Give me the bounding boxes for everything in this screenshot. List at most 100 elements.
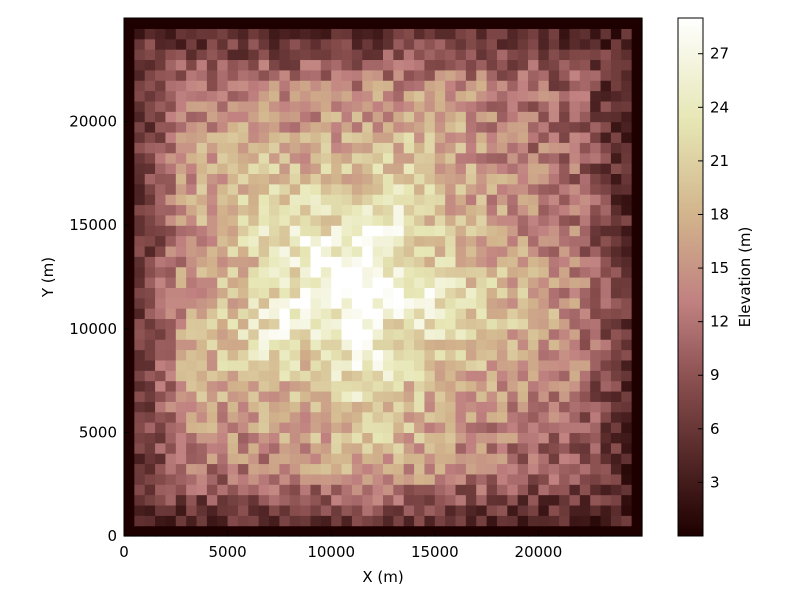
heatmap-cell <box>569 287 581 299</box>
heatmap-cell <box>496 121 508 133</box>
heatmap-cell <box>237 277 249 288</box>
heatmap-cell <box>424 183 436 195</box>
heatmap-cell <box>269 453 280 465</box>
heatmap-cell <box>569 28 581 40</box>
heatmap-cell <box>155 163 167 174</box>
heatmap-cell <box>144 349 156 361</box>
heatmap-cell <box>496 277 508 288</box>
heatmap-cell <box>175 173 187 185</box>
heatmap-cell <box>320 422 332 433</box>
heatmap-cell <box>134 504 146 516</box>
heatmap-cell <box>476 256 488 268</box>
heatmap-cell <box>124 256 135 268</box>
heatmap-cell <box>507 473 519 485</box>
heatmap-cell <box>496 339 508 351</box>
heatmap-cell <box>393 28 405 40</box>
heatmap-cell <box>269 297 280 309</box>
heatmap-cell <box>279 225 291 237</box>
heatmap-cell <box>155 463 167 475</box>
heatmap-cell <box>362 432 374 444</box>
heatmap-cell <box>465 484 477 496</box>
heatmap-cell <box>393 49 405 61</box>
heatmap-cell <box>269 152 280 164</box>
heatmap-cell <box>383 256 394 268</box>
heatmap-cell <box>196 183 208 195</box>
heatmap-cell <box>144 49 156 61</box>
colorbar-label: Elevation (m) <box>736 227 754 328</box>
heatmap-cell <box>186 359 198 371</box>
heatmap-cell <box>362 308 374 320</box>
heatmap-cell <box>175 411 187 423</box>
heatmap-cell <box>559 111 571 123</box>
heatmap-cell <box>590 69 602 81</box>
heatmap-cell <box>600 69 612 81</box>
heatmap-cell <box>610 256 622 268</box>
heatmap-cell <box>538 308 550 320</box>
heatmap-cell <box>393 525 405 537</box>
heatmap-cell <box>517 49 529 61</box>
heatmap-cell <box>455 38 467 50</box>
heatmap-cell <box>393 142 405 154</box>
heatmap-cell <box>383 390 394 402</box>
heatmap-cell <box>569 121 581 133</box>
heatmap-cell <box>351 121 363 133</box>
heatmap-cell <box>476 28 488 40</box>
heatmap-cell <box>341 38 353 50</box>
heatmap-cell <box>175 225 187 237</box>
heatmap-cell <box>496 235 508 247</box>
heatmap-cell <box>362 28 374 40</box>
heatmap-cell <box>496 80 508 92</box>
heatmap-cell <box>351 256 363 268</box>
heatmap-cell <box>600 401 612 413</box>
heatmap-cell <box>237 401 249 413</box>
heatmap-cell <box>165 245 177 257</box>
heatmap-cell <box>320 442 332 454</box>
heatmap-cell <box>196 173 208 185</box>
heatmap-cell <box>424 245 436 257</box>
heatmap-cell <box>186 69 198 81</box>
heatmap-cell <box>393 484 405 496</box>
heatmap-cell <box>600 38 612 50</box>
heatmap-cell <box>155 277 167 288</box>
heatmap-cell <box>320 504 332 516</box>
heatmap-cell <box>445 401 457 413</box>
heatmap-cell <box>455 484 467 496</box>
heatmap-cell <box>269 173 280 185</box>
heatmap-cell <box>279 204 291 216</box>
heatmap-cell <box>144 90 156 102</box>
heatmap-cell <box>517 69 529 81</box>
heatmap-cell <box>476 100 488 112</box>
heatmap-cell <box>124 69 135 81</box>
heatmap-cell <box>424 494 436 506</box>
heatmap-cell <box>206 339 218 351</box>
heatmap-cell <box>248 380 260 392</box>
heatmap-cell <box>621 390 633 402</box>
heatmap-cell <box>590 121 602 133</box>
heatmap-cell <box>424 380 436 392</box>
heatmap-cell <box>538 266 550 278</box>
heatmap-cell <box>237 194 249 206</box>
heatmap-cell <box>631 80 643 92</box>
heatmap-cell <box>362 194 374 206</box>
heatmap-cell <box>269 422 280 433</box>
heatmap-cell <box>393 38 405 50</box>
heatmap-cell <box>269 142 280 154</box>
heatmap-cell <box>237 204 249 216</box>
heatmap-cell <box>559 515 571 527</box>
heatmap-cell <box>600 183 612 195</box>
heatmap-cell <box>455 318 467 330</box>
heatmap-cell <box>341 339 353 351</box>
heatmap-cell <box>600 515 612 527</box>
heatmap-cell <box>414 59 426 71</box>
heatmap-cell <box>237 245 249 257</box>
heatmap-cell <box>331 328 343 340</box>
heatmap-cell <box>144 28 156 40</box>
heatmap-cell <box>217 277 229 288</box>
heatmap-cell <box>258 18 270 29</box>
heatmap-cell <box>289 121 301 133</box>
y-tick-label: 0 <box>107 527 117 545</box>
heatmap-cell <box>310 515 322 527</box>
heatmap-cell <box>393 131 405 143</box>
heatmap-cell <box>217 214 229 226</box>
heatmap-cell <box>445 245 457 257</box>
